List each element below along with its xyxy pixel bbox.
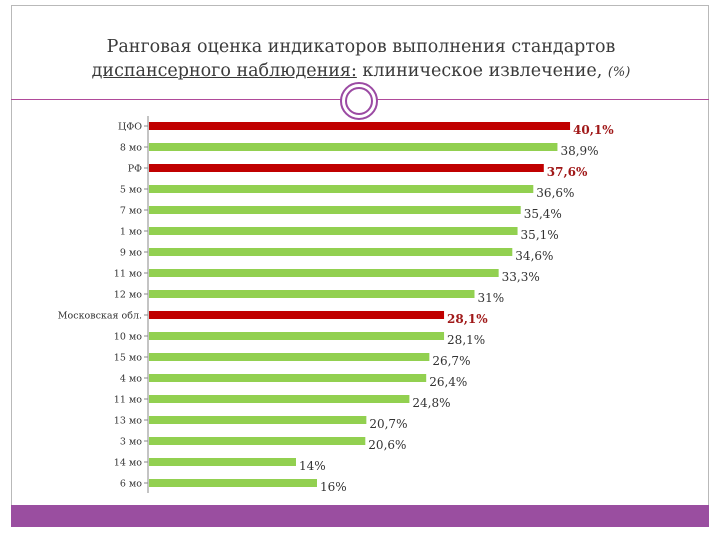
category-label: 15 мо	[114, 353, 142, 364]
bar-highlighted	[149, 164, 544, 172]
bar	[149, 143, 558, 151]
value-label: 20,7%	[369, 417, 407, 431]
value-label: 34,6%	[515, 249, 553, 263]
footer-band	[11, 505, 709, 527]
value-label: 33,3%	[502, 270, 540, 284]
category-label: 5 мо	[120, 185, 142, 196]
category-label: 13 мо	[114, 416, 142, 427]
bar	[149, 458, 296, 466]
category-label: 9 мо	[120, 248, 142, 259]
bar	[149, 395, 410, 403]
value-label: 38,9%	[560, 144, 598, 158]
category-label: 12 мо	[114, 290, 142, 301]
decorative-circle-icon	[340, 82, 378, 120]
title-line-1: Ранговая оценка индикаторов выполнения с…	[106, 37, 616, 57]
value-label: 24,8%	[412, 396, 450, 410]
value-label: 35,4%	[524, 207, 562, 221]
bar	[149, 185, 534, 193]
title-underlined-part: диспансерного наблюдения:	[91, 61, 357, 81]
category-label: ЦФО	[118, 122, 142, 133]
value-label: 31%	[478, 291, 505, 305]
bar	[149, 416, 367, 424]
category-label: РФ	[128, 164, 142, 175]
category-label: 3 мо	[120, 437, 142, 448]
title-unit: (%)	[607, 65, 631, 80]
value-label: 40,1%	[573, 123, 614, 137]
bar	[149, 332, 445, 340]
title-rest: клиническое извлечение,	[356, 61, 603, 81]
value-label: 36,6%	[536, 186, 574, 200]
bar	[149, 269, 499, 277]
bar	[149, 227, 518, 235]
value-label: 28,1%	[447, 312, 488, 326]
bar	[149, 206, 521, 214]
bar-highlighted	[149, 311, 445, 319]
bar	[149, 437, 366, 445]
value-label: 37,6%	[547, 165, 588, 179]
bar	[149, 290, 475, 298]
category-label: Московская обл.	[58, 311, 142, 322]
category-label: 1 мо	[120, 227, 142, 238]
category-label: 11 мо	[114, 395, 142, 406]
chart-title: Ранговая оценка индикаторов выполнения с…	[41, 35, 681, 85]
value-label: 35,1%	[521, 228, 559, 242]
category-label: 7 мо	[120, 206, 142, 217]
value-label: 26,4%	[429, 375, 467, 389]
bar	[149, 248, 513, 256]
category-label: 6 мо	[120, 479, 142, 490]
value-label: 16%	[320, 480, 347, 494]
bar-highlighted	[149, 122, 571, 130]
value-label: 26,7%	[432, 354, 470, 368]
bar	[149, 374, 427, 382]
value-label: 14%	[299, 459, 326, 473]
category-label: 11 мо	[114, 269, 142, 280]
bar	[149, 479, 317, 487]
category-label: 8 мо	[120, 143, 142, 154]
value-label: 28,1%	[447, 333, 485, 347]
title-line-2: диспансерного наблюдения: клиническое из…	[41, 59, 681, 85]
category-label: 4 мо	[120, 374, 142, 385]
bar	[149, 353, 430, 361]
category-label: 10 мо	[114, 332, 142, 343]
value-label: 20,6%	[368, 438, 406, 452]
category-label: 14 мо	[114, 458, 142, 469]
